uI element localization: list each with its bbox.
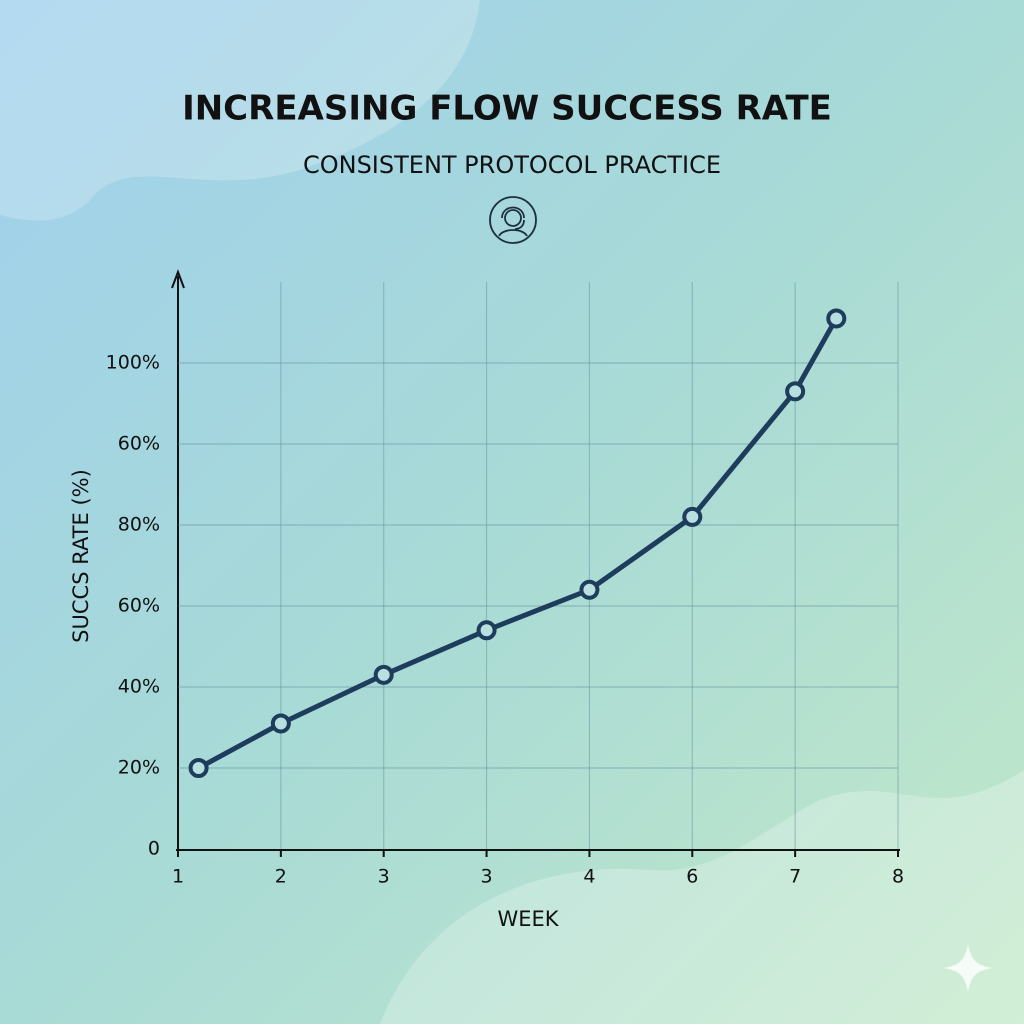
y-tick-label: 20% — [118, 757, 160, 779]
y-tick-label: 0 — [148, 838, 160, 860]
x-tick-label: 7 — [789, 866, 801, 888]
point — [476, 620, 497, 641]
point — [785, 381, 806, 402]
blob — [0, 0, 480, 221]
y-tick-label: 100% — [106, 352, 160, 374]
point — [188, 758, 209, 778]
y-tick-label: 40% — [118, 676, 160, 698]
y-tick-label: 80% — [118, 514, 160, 536]
point — [579, 579, 600, 600]
x-tick-label: 3 — [378, 866, 390, 888]
x-tick-label: 8 — [892, 866, 904, 888]
chart-subtitle: CONSISTENT PROTOCOL PRACTICE — [303, 151, 721, 179]
y-tick-label: 60% — [118, 433, 160, 455]
x-tick-label: 2 — [275, 866, 287, 888]
headset-icon — [489, 196, 537, 244]
y-tick-label: 60% — [118, 595, 160, 617]
point — [270, 713, 291, 734]
sparkle — [944, 944, 992, 992]
point — [826, 308, 847, 329]
point — [373, 664, 394, 685]
x-tick-label: 6 — [686, 866, 698, 888]
blob — [380, 770, 1024, 1024]
x-tick-label: 4 — [583, 866, 595, 888]
y-axis-label: SUCCS RATE (%) — [69, 469, 93, 643]
line — [197, 317, 839, 771]
point — [682, 506, 703, 527]
y-axis — [171, 269, 185, 852]
x-axis-label: WEEK — [497, 907, 559, 931]
x-tick-label: 1 — [172, 866, 184, 888]
chart-title: INCREASING FLOW SUCCESS RATE — [182, 89, 832, 129]
x-tick-label: 3 — [481, 866, 493, 888]
